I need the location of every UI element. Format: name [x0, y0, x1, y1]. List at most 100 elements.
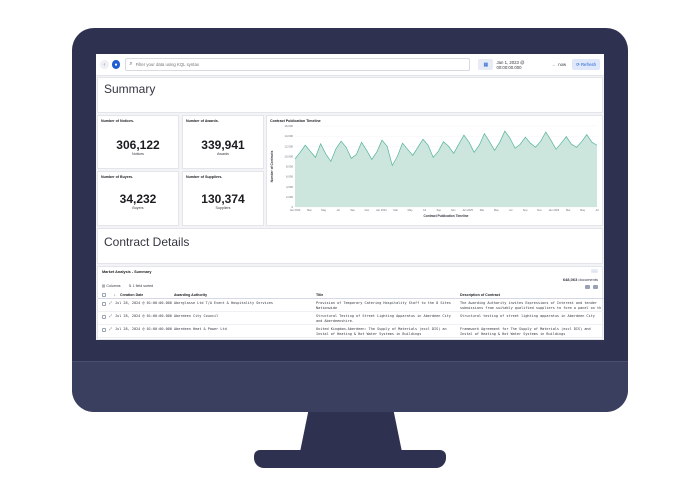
- cell-title: Provision of Temporary Catering Hospital…: [316, 301, 451, 310]
- metric-buyers: Number of Buyers. 34,232 Buyers: [97, 171, 179, 226]
- x-tick-label: Jan 2023: [290, 208, 301, 212]
- sort-button[interactable]: ⇅ 1 field sorted: [128, 284, 154, 288]
- columns-button[interactable]: ▥ Columns: [102, 284, 121, 288]
- date-picker[interactable]: ▦ Jan 1, 2023 @ 00:00:00.000 → now: [478, 59, 566, 70]
- metric-label: Notices: [132, 152, 144, 156]
- x-tick-label: Nov: [537, 208, 542, 212]
- y-tick-label: 14,000: [284, 134, 293, 138]
- cell-authority: Aberdeen Heat & Power Ltd: [174, 327, 227, 331]
- row-expand-icon[interactable]: ⤢: [109, 314, 112, 318]
- row-expand-icon[interactable]: ⤢: [109, 301, 112, 305]
- x-tick-label: Mar: [307, 208, 312, 212]
- monitor-chin-divider: [72, 361, 628, 362]
- cell-description: The Awarding Authority invites Expressio…: [460, 301, 602, 310]
- select-all-checkbox[interactable]: [102, 293, 106, 297]
- date-start[interactable]: Jan 1, 2023 @ 00:00:00.000: [496, 59, 525, 70]
- summary-panel: Summary: [97, 77, 603, 113]
- search-field[interactable]: ⌕: [125, 58, 471, 71]
- x-tick-label: Nov: [365, 208, 370, 212]
- refresh-button[interactable]: ⟳ Refresh: [572, 59, 600, 70]
- columns-label: Columns: [106, 284, 121, 288]
- cell-date: Jul 28, 2024 @ 01:00:00.000: [115, 314, 172, 318]
- table-toolbar: ▥ Columns ⇅ 1 field sorted: [102, 284, 153, 288]
- x-tick-label: Sep: [350, 208, 355, 212]
- row-checkbox[interactable]: [102, 315, 106, 319]
- x-tick-label: May: [321, 208, 327, 212]
- filter-menu-button[interactable]: ●: [111, 60, 121, 69]
- metric-value: 34,232: [119, 192, 157, 206]
- sort-label: 1 field sorted: [132, 284, 154, 288]
- metric-title: Number of Notices.: [101, 119, 134, 123]
- metric-value: 130,374: [201, 192, 245, 206]
- x-tick-label: Jan 2025: [462, 208, 473, 212]
- x-tick-label: Mar: [480, 208, 485, 212]
- metric-awards: Number of Awards. 339,941 Awards: [182, 115, 264, 169]
- table-row[interactable]: ⤢ Jul 28, 2024 @ 01:00:00.000 Aberdeen C…: [98, 313, 604, 325]
- table-options-button[interactable]: ···: [591, 269, 598, 273]
- monitor-chin: [72, 362, 628, 412]
- chart-title: Contract Publication Timeline: [270, 119, 321, 123]
- timeline-chart-panel: Contract Publication Timeline 0 2,000 4,00…: [266, 115, 603, 226]
- contract-details-title: Contract Details: [104, 235, 190, 249]
- calendar-icon[interactable]: ▦: [478, 59, 494, 70]
- y-tick-label: 16,000: [284, 124, 293, 128]
- cell-description: Structural testing of street lighting ap…: [460, 314, 595, 318]
- metric-suppliers: Number of Suppliers. 130,374 Suppliers: [182, 171, 264, 226]
- refresh-icon: ⟳: [576, 61, 581, 67]
- y-tick-label: 10,000: [284, 154, 293, 158]
- arrow-icon: →: [550, 62, 556, 67]
- column-header-description[interactable]: Description of Contract: [460, 293, 500, 297]
- y-tick-label: 8,000: [286, 165, 293, 169]
- market-analysis-panel: Market Analysis - Summary ··· 648,063 do…: [97, 266, 604, 340]
- monitor-stand-base: [254, 450, 446, 468]
- table-title: Market Analysis - Summary: [102, 270, 152, 274]
- document-count-value: 648,063: [562, 277, 578, 282]
- metric-label: Suppliers: [215, 206, 231, 210]
- metric-value: 339,941: [201, 138, 245, 152]
- grid-view-icon[interactable]: [585, 285, 590, 289]
- x-tick-label: Mar: [393, 208, 398, 212]
- x-tick-label: Sep: [523, 208, 528, 212]
- cell-authority: Aberdeen City Council: [174, 314, 219, 318]
- metric-label: Buyers: [132, 206, 144, 210]
- x-tick-label: Jul: [423, 208, 427, 212]
- table-header: Creation Date ↓ Awarding Authority Title…: [98, 292, 604, 299]
- search-input[interactable]: [135, 62, 436, 67]
- metric-title: Number of Buyers.: [101, 175, 134, 179]
- monitor-stand-neck: [300, 412, 402, 452]
- metric-value: 306,122: [116, 138, 160, 152]
- row-checkbox[interactable]: [102, 328, 106, 332]
- y-tick-label: 2,000: [286, 195, 293, 199]
- column-header-title[interactable]: Title: [316, 293, 324, 297]
- cell-date: Jul 28, 2024 @ 01:00:00.000: [115, 327, 172, 331]
- y-tick-label: 6,000: [286, 175, 293, 179]
- area-fill: [295, 131, 597, 207]
- search-icon: ⌕: [129, 61, 133, 67]
- y-axis-title: Number of Contracts: [270, 150, 274, 182]
- cell-description: Framework Agreement for The Supply of Ma…: [460, 327, 591, 336]
- x-tick-label: May: [580, 208, 586, 212]
- cell-title: United Kingdom-Aberdeen: The Supply of M…: [316, 327, 447, 336]
- x-tick-label: May: [408, 208, 414, 212]
- document-count: 648,063 documents: [563, 277, 598, 282]
- date-end[interactable]: now: [558, 62, 567, 67]
- row-expand-icon[interactable]: ⤢: [109, 327, 112, 331]
- x-tick-label: Jul: [336, 208, 340, 212]
- refresh-label: Refresh: [580, 62, 596, 67]
- column-header-creation-date[interactable]: Creation Date: [120, 293, 144, 297]
- table-row[interactable]: ⤢ Jul 28, 2024 @ 01:00:00.000 Aberdeen H…: [98, 326, 604, 338]
- contract-details-panel: Contract Details: [97, 228, 603, 264]
- x-tick-label: May: [494, 208, 500, 212]
- sort-arrow-icon: ↓: [114, 293, 116, 297]
- x-tick-label: Jan 2024: [376, 208, 387, 212]
- y-tick-label: 4,000: [286, 185, 293, 189]
- column-header-awarding-authority[interactable]: Awarding Authority: [174, 293, 208, 297]
- fullscreen-icon[interactable]: [593, 285, 598, 289]
- metric-title: Number of Awards.: [186, 119, 219, 123]
- metric-title: Number of Suppliers.: [186, 175, 223, 179]
- table-row[interactable]: ⤢ Jul 28, 2024 @ 01:00:00.000 Aberglasse…: [98, 300, 604, 312]
- x-tick-label: Jul: [595, 208, 599, 212]
- y-tick-label: 0: [291, 205, 293, 209]
- row-checkbox[interactable]: [102, 302, 106, 306]
- back-button[interactable]: ‹: [100, 60, 109, 69]
